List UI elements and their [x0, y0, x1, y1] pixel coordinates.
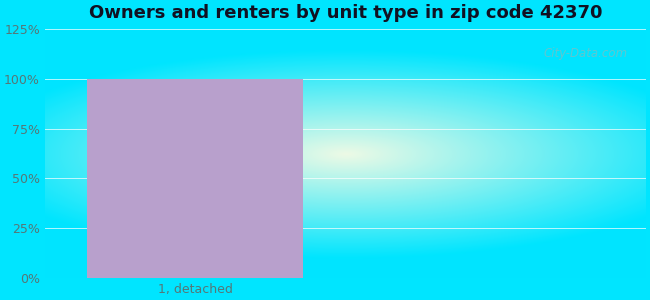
- Title: Owners and renters by unit type in zip code 42370: Owners and renters by unit type in zip c…: [88, 4, 602, 22]
- Text: City-Data.com: City-Data.com: [543, 47, 628, 60]
- Bar: [87, 79, 304, 278]
